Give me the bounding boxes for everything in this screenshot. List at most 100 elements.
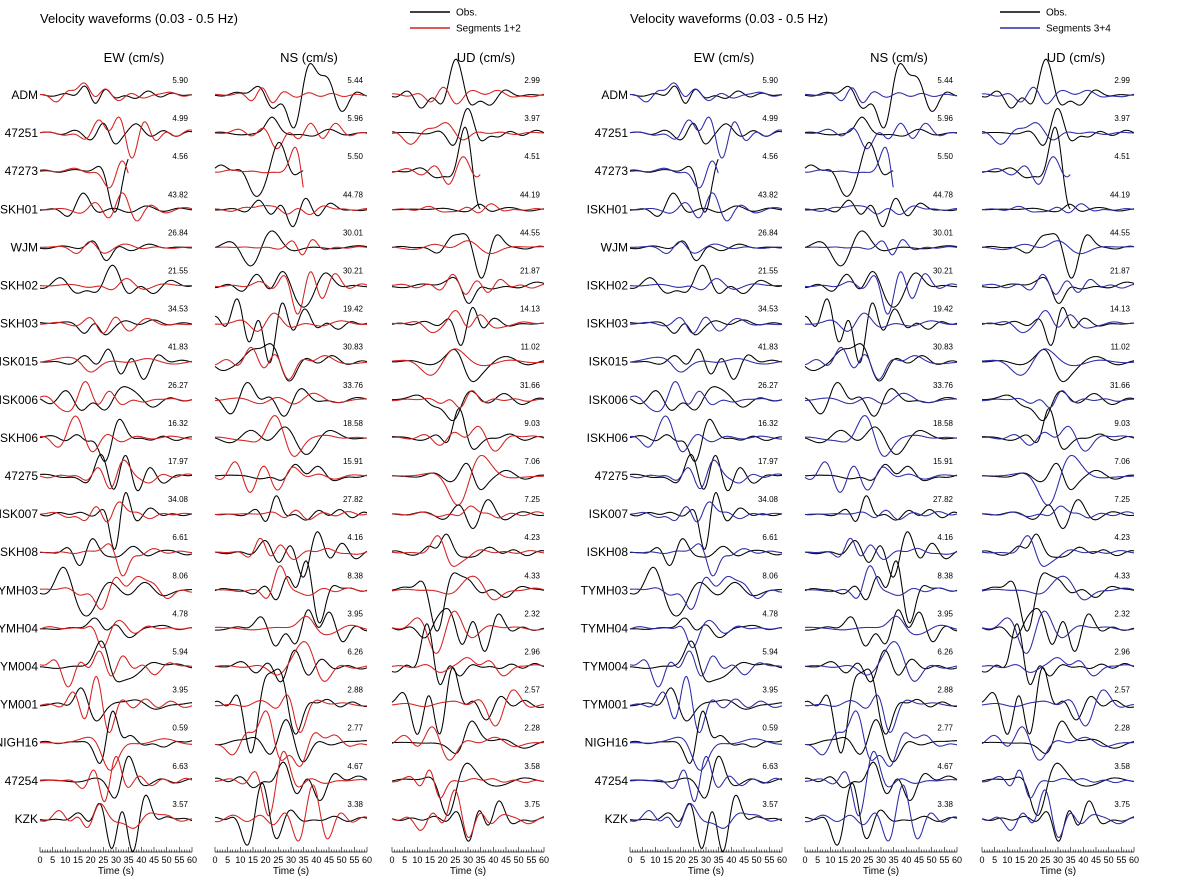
station-label: 47251 bbox=[5, 126, 39, 140]
peak-amplitude: 3.57 bbox=[762, 800, 778, 809]
obs-trace bbox=[39, 122, 193, 145]
peak-amplitude: 3.95 bbox=[347, 609, 363, 618]
synthetic-trace bbox=[982, 390, 1135, 409]
obs-trace bbox=[39, 240, 192, 262]
x-tick-label: 25 bbox=[688, 855, 698, 865]
peak-amplitude: 14.13 bbox=[1110, 305, 1131, 314]
synthetic-trace bbox=[391, 240, 544, 255]
obs-trace bbox=[629, 159, 719, 213]
obs-trace bbox=[981, 800, 1135, 842]
obs-trace bbox=[391, 276, 545, 304]
synthetic-trace bbox=[981, 86, 1135, 105]
peak-amplitude: 30.21 bbox=[343, 267, 364, 276]
station-label: TYMH04 bbox=[0, 621, 38, 635]
x-tick-label: 55 bbox=[764, 855, 774, 865]
synthetic-trace bbox=[630, 755, 783, 803]
peak-amplitude: 26.27 bbox=[758, 381, 779, 390]
x-tick-label: 40 bbox=[311, 855, 321, 865]
synthetic-trace bbox=[39, 160, 129, 189]
synthetic-trace bbox=[981, 309, 1135, 334]
station-label: WJM bbox=[601, 240, 628, 254]
obs-trace bbox=[981, 667, 1135, 735]
station-label: 47275 bbox=[5, 469, 39, 483]
synthetic-trace bbox=[804, 784, 958, 842]
station-label: ISK015 bbox=[0, 355, 38, 369]
station-label: ISKH08 bbox=[0, 545, 38, 559]
x-tick-label: 60 bbox=[187, 855, 197, 865]
synthetic-trace bbox=[630, 736, 782, 771]
peak-amplitude: 9.03 bbox=[1114, 419, 1130, 428]
synthetic-trace bbox=[804, 750, 958, 817]
obs-trace bbox=[804, 560, 958, 624]
station-label: TYMH04 bbox=[581, 621, 629, 635]
synthetic-trace bbox=[805, 615, 958, 636]
synthetic-trace bbox=[629, 459, 783, 490]
obs-trace bbox=[39, 710, 193, 764]
obs-trace bbox=[391, 800, 545, 842]
x-axis-label: Time (s) bbox=[1040, 866, 1076, 877]
peak-amplitude: 5.50 bbox=[937, 152, 953, 161]
obs-trace bbox=[392, 108, 545, 146]
peak-amplitude: 5.50 bbox=[347, 152, 363, 161]
x-tick-label: 50 bbox=[337, 855, 347, 865]
peak-amplitude: 2.32 bbox=[1114, 609, 1130, 618]
obs-trace bbox=[630, 640, 783, 683]
x-axis-label: Time (s) bbox=[863, 866, 899, 877]
synthetic-trace bbox=[215, 615, 368, 636]
peak-amplitude: 5.94 bbox=[172, 648, 188, 657]
obs-trace bbox=[804, 343, 958, 382]
synthetic-trace bbox=[214, 146, 304, 188]
synthetic-trace bbox=[391, 309, 545, 334]
x-tick-label: 35 bbox=[476, 855, 486, 865]
peak-amplitude: 8.06 bbox=[762, 571, 778, 580]
synthetic-trace bbox=[630, 241, 782, 254]
synthetic-trace bbox=[981, 689, 1134, 727]
synthetic-trace bbox=[214, 710, 368, 767]
x-tick-label: 25 bbox=[450, 855, 460, 865]
synthetic-trace bbox=[215, 537, 368, 560]
x-tick-label: 15 bbox=[663, 855, 673, 865]
peak-amplitude: 2.88 bbox=[937, 686, 953, 695]
synthetic-trace bbox=[215, 87, 367, 104]
peak-amplitude: 4.23 bbox=[524, 533, 540, 542]
obs-trace bbox=[981, 276, 1135, 304]
peak-amplitude: 6.61 bbox=[172, 533, 188, 542]
peak-amplitude: 31.66 bbox=[520, 381, 541, 390]
x-tick-label: 35 bbox=[714, 855, 724, 865]
peak-amplitude: 34.53 bbox=[758, 305, 779, 314]
station-label: 47273 bbox=[595, 164, 629, 178]
obs-trace bbox=[981, 462, 1135, 491]
peak-amplitude: 16.32 bbox=[758, 419, 779, 428]
obs-trace bbox=[214, 560, 368, 624]
synthetic-trace bbox=[39, 650, 193, 688]
chart-panel-1: Velocity waveforms (0.03 - 0.5 Hz) Obs. Se… bbox=[0, 8, 549, 878]
station-label: NIGH16 bbox=[0, 736, 38, 750]
synthetic-trace bbox=[629, 803, 783, 829]
time-axis: 0 5 10 15 20 25 30 35 40 45 50 55 60 Time (s) bbox=[212, 847, 372, 877]
peak-amplitude: 26.84 bbox=[758, 228, 779, 237]
peak-amplitude: 33.76 bbox=[343, 381, 364, 390]
peak-amplitude: 2.28 bbox=[1114, 724, 1130, 733]
x-axis-label: Time (s) bbox=[450, 866, 486, 877]
station-label: ISK007 bbox=[0, 507, 38, 521]
peak-amplitude: 9.03 bbox=[524, 419, 540, 428]
x-tick-label: 45 bbox=[324, 855, 334, 865]
obs-trace bbox=[392, 408, 545, 450]
x-tick-label: 15 bbox=[1015, 855, 1025, 865]
x-tick-label: 5 bbox=[992, 855, 997, 865]
x-tick-label: 55 bbox=[349, 855, 359, 865]
x-axis-label: Time (s) bbox=[98, 866, 134, 877]
x-tick-label: 45 bbox=[739, 855, 749, 865]
x-tick-label: 35 bbox=[299, 855, 309, 865]
peak-amplitude: 44.78 bbox=[933, 190, 954, 199]
station-label: ISKH06 bbox=[0, 431, 38, 445]
synthetic-trace bbox=[981, 657, 1135, 677]
station-label: ISK006 bbox=[589, 393, 629, 407]
obs-trace bbox=[214, 719, 367, 763]
obs-trace bbox=[392, 720, 545, 755]
x-tick-label: 10 bbox=[825, 855, 835, 865]
peak-amplitude: 34.53 bbox=[168, 305, 189, 314]
peak-amplitude: 17.97 bbox=[758, 457, 779, 466]
peak-amplitude: 2.99 bbox=[524, 76, 540, 85]
legend-label-1: Obs. bbox=[456, 8, 477, 19]
